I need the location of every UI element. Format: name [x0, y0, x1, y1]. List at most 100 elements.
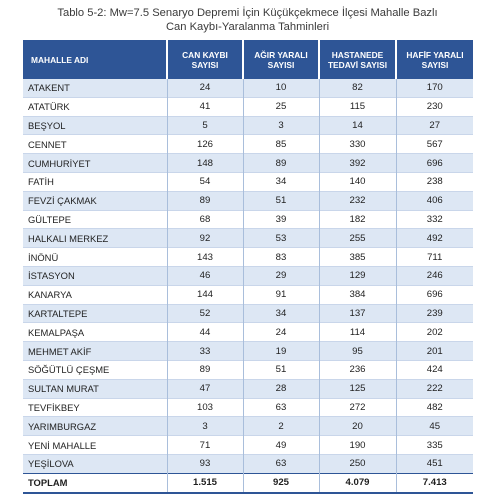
- table-row: ATAKENT 24 10 82 170: [23, 79, 473, 98]
- cell-light-injured: 492: [396, 228, 473, 248]
- cell-deaths: 44: [167, 322, 244, 342]
- cell-severe-injured: 24: [243, 322, 320, 342]
- table-row: SULTAN MURAT 47 28 125 222: [23, 379, 473, 399]
- cell-light-injured: 711: [396, 247, 473, 267]
- cell-light-injured: 201: [396, 341, 473, 361]
- table-row: TEVFİKBEY 103 63 272 482: [23, 398, 473, 417]
- header-can-kaybi: CAN KAYBI SAYISI: [167, 40, 244, 79]
- cell-severe-injured: 39: [243, 210, 320, 229]
- cell-hospital-treatment: 82: [319, 79, 397, 98]
- cell-hospital-treatment: 250: [319, 454, 397, 474]
- cell-neighborhood: İNÖNÜ: [23, 247, 168, 267]
- table-row: FATİH 54 34 140 238: [23, 172, 473, 192]
- cell-severe-injured: 49: [243, 435, 320, 455]
- table-row: KEMALPAŞA 44 24 114 202: [23, 322, 473, 342]
- cell-neighborhood: YEŞİLOVA: [23, 454, 168, 474]
- cell-hospital-treatment: 385: [319, 247, 397, 267]
- cell-hospital-treatment: 190: [319, 435, 397, 455]
- cell-neighborhood: KARTALTEPE: [23, 304, 168, 323]
- cell-neighborhood: ATATÜRK: [23, 97, 168, 117]
- cell-deaths: 24: [167, 79, 244, 98]
- casualty-table: MAHALLE ADI CAN KAYBI SAYISI AĞIR YARALI SAY…: [23, 40, 473, 494]
- cell-neighborhood: İSTASYON: [23, 266, 168, 286]
- cell-hospital-treatment: 115: [319, 97, 397, 117]
- cell-hospital-treatment: 140: [319, 172, 397, 192]
- cell-severe-injured: 91: [243, 285, 320, 305]
- cell-deaths: 5: [167, 116, 244, 135]
- cell-deaths: 71: [167, 435, 244, 455]
- cell-light-injured: 482: [396, 398, 473, 417]
- cell-hospital-treatment: 137: [319, 304, 397, 323]
- header-text: HAFİF YARALI: [406, 49, 464, 60]
- cell-hospital-treatment: 20: [319, 416, 397, 436]
- table-row: ATATÜRK 41 25 115 230: [23, 97, 473, 117]
- cell-hospital-treatment: 129: [319, 266, 397, 286]
- header-text: SAYISI: [267, 59, 295, 70]
- cell-neighborhood: KEMALPAŞA: [23, 322, 168, 342]
- cell-light-injured: 27: [396, 116, 473, 135]
- cell-hospital-treatment: 255: [319, 228, 397, 248]
- cell-severe-injured: 63: [243, 454, 320, 474]
- caption-line-1: Tablo 5-2: Mw=7.5 Senaryo Depremi İçin K…: [57, 7, 438, 19]
- header-mahalle-adi: MAHALLE ADI: [23, 40, 168, 79]
- header-text: MAHALLE ADI: [31, 54, 89, 65]
- cell-neighborhood: SÖĞÜTLÜ ÇEŞME: [23, 360, 168, 380]
- cell-deaths: 33: [167, 341, 244, 361]
- table-row: İNÖNÜ 143 83 385 711: [23, 247, 473, 267]
- cell-severe-injured: 51: [243, 360, 320, 380]
- cell-severe-injured: 29: [243, 266, 320, 286]
- header-text: SAYISI: [421, 59, 449, 70]
- cell-light-injured: 246: [396, 266, 473, 286]
- cell-hospital-treatment: 95: [319, 341, 397, 361]
- cell-hospital-treatment: 14: [319, 116, 397, 135]
- cell-light-injured: 332: [396, 210, 473, 229]
- table-row: MEHMET AKİF 33 19 95 201: [23, 341, 473, 361]
- cell-neighborhood: FATİH: [23, 172, 168, 192]
- cell-hospital-treatment: 182: [319, 210, 397, 229]
- cell-neighborhood: KANARYA: [23, 285, 168, 305]
- cell-severe-injured: 2: [243, 416, 320, 436]
- cell-neighborhood: FEVZİ ÇAKMAK: [23, 191, 168, 211]
- table-row: YARIMBURGAZ 3 2 20 45: [23, 416, 473, 436]
- total-hospital-treatment: 4.079: [319, 472, 397, 494]
- table-row: HALKALI MERKEZ 92 53 255 492: [23, 228, 473, 248]
- caption-line-2: Can Kaybı-Yaralanma Tahminleri: [165, 21, 330, 33]
- header-text: HASTANEDE: [331, 49, 384, 60]
- cell-neighborhood: HALKALI MERKEZ: [23, 228, 168, 248]
- cell-light-injured: 696: [396, 153, 473, 173]
- cell-light-injured: 335: [396, 435, 473, 455]
- header-agir-yarali: AĞIR YARALI SAYISI: [243, 40, 320, 79]
- cell-neighborhood: TEVFİKBEY: [23, 398, 168, 417]
- header-text: TEDAVİ SAYISI: [327, 59, 388, 70]
- header-hafif-yarali: HAFİF YARALI SAYISI: [396, 40, 473, 79]
- cell-light-injured: 45: [396, 416, 473, 436]
- cell-light-injured: 567: [396, 134, 473, 154]
- cell-deaths: 41: [167, 97, 244, 117]
- cell-severe-injured: 34: [243, 304, 320, 323]
- cell-hospital-treatment: 330: [319, 134, 397, 154]
- cell-deaths: 148: [167, 153, 244, 173]
- header-row: MAHALLE ADI CAN KAYBI SAYISI AĞIR YARALI SAY…: [23, 40, 473, 79]
- cell-severe-injured: 3: [243, 116, 320, 135]
- cell-severe-injured: 34: [243, 172, 320, 192]
- cell-deaths: 46: [167, 266, 244, 286]
- cell-neighborhood: BEŞYOL: [23, 116, 168, 135]
- cell-deaths: 47: [167, 379, 244, 399]
- cell-deaths: 54: [167, 172, 244, 192]
- cell-neighborhood: GÜLTEPE: [23, 210, 168, 229]
- cell-severe-injured: 25: [243, 97, 320, 117]
- cell-severe-injured: 19: [243, 341, 320, 361]
- header-text: SAYISI: [191, 59, 219, 70]
- cell-light-injured: 406: [396, 191, 473, 211]
- table-caption: Tablo 5-2: Mw=7.5 Senaryo Depremi İçin K…: [0, 0, 495, 34]
- cell-light-injured: 170: [396, 79, 473, 98]
- table-row: YEŞİLOVA 93 63 250 451: [23, 454, 473, 474]
- cell-deaths: 93: [167, 454, 244, 474]
- table-row: GÜLTEPE 68 39 182 332: [23, 210, 473, 229]
- cell-deaths: 92: [167, 228, 244, 248]
- cell-light-injured: 451: [396, 454, 473, 474]
- cell-deaths: 68: [167, 210, 244, 229]
- cell-light-injured: 230: [396, 97, 473, 117]
- cell-light-injured: 424: [396, 360, 473, 380]
- table-row: KANARYA 144 91 384 696: [23, 285, 473, 305]
